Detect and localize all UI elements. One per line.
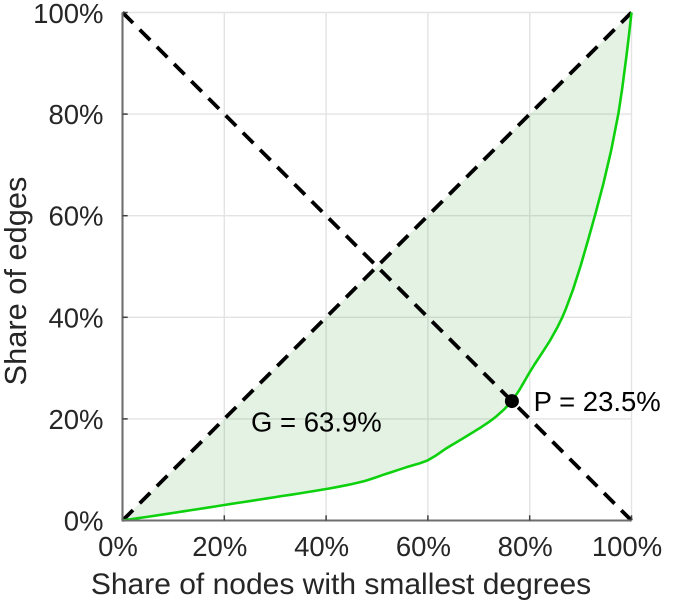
svg-text:40%: 40% [294,531,349,562]
svg-text:40%: 40% [48,302,103,333]
svg-text:80%: 80% [48,99,103,130]
svg-text:100%: 100% [33,0,103,29]
svg-text:80%: 80% [498,531,553,562]
svg-text:100%: 100% [592,531,662,562]
svg-text:20%: 20% [192,531,247,562]
svg-text:Share of nodes with smallest d: Share of nodes with smallest degrees [91,568,591,600]
svg-text:G = 63.9%: G = 63.9% [251,407,382,438]
svg-text:P = 23.5%: P = 23.5% [534,386,661,417]
svg-text:0%: 0% [98,531,138,562]
svg-text:60%: 60% [396,531,451,562]
svg-text:60%: 60% [48,201,103,232]
svg-text:20%: 20% [48,404,103,435]
svg-text:0%: 0% [64,506,104,537]
svg-text:Share of edges: Share of edges [0,177,33,386]
